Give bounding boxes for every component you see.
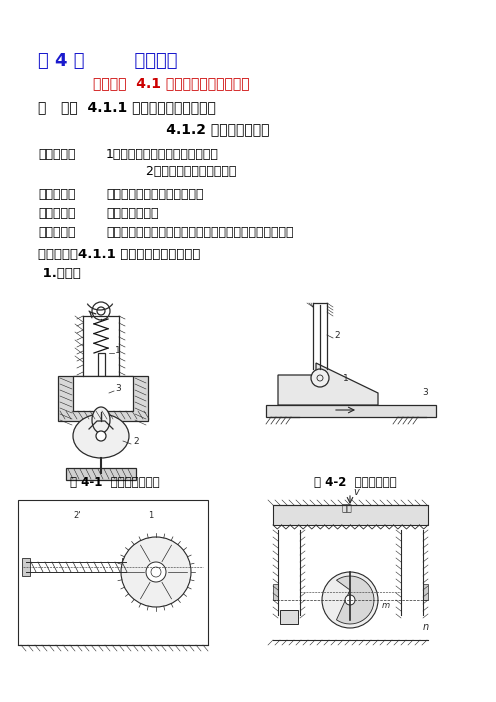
Text: 刀架: 刀架 — [342, 504, 353, 513]
Text: 图 4-2  冲床送料机构: 图 4-2 冲床送料机构 — [313, 476, 396, 489]
Text: 2: 2 — [133, 437, 138, 446]
Text: 教学重点：: 教学重点： — [38, 188, 75, 201]
Text: 1: 1 — [115, 346, 121, 355]
Text: 1．熏悬凸轮机构的应用和特点，: 1．熏悬凸轮机构的应用和特点， — [106, 148, 219, 161]
Text: 凸轮机构的应用和特点及类型: 凸轮机构的应用和特点及类型 — [106, 188, 203, 201]
Bar — [273, 584, 278, 600]
Bar — [73, 376, 133, 411]
Bar — [98, 353, 105, 419]
Polygon shape — [336, 576, 374, 624]
Bar — [273, 505, 428, 525]
Circle shape — [322, 572, 378, 628]
Text: 图 4-1  内燃机配气机构: 图 4-1 内燃机配气机构 — [70, 476, 160, 489]
Text: 凸轮机构的应用: 凸轮机构的应用 — [106, 207, 159, 220]
Bar — [423, 584, 428, 600]
Text: 利用动画演示机构运动，工程应用案例展示其应用场合。: 利用动画演示机构运动，工程应用案例展示其应用场合。 — [106, 226, 294, 239]
Bar — [122, 558, 130, 576]
Bar — [266, 405, 436, 417]
Circle shape — [146, 562, 166, 582]
Text: 1: 1 — [343, 374, 349, 383]
Text: 1: 1 — [148, 511, 153, 520]
Text: 课   题：  4.1.1 凸轮机构的应用和组成: 课 题： 4.1.1 凸轮机构的应用和组成 — [38, 100, 216, 114]
Bar — [58, 376, 148, 421]
Text: 教学方法：: 教学方法： — [38, 226, 75, 239]
Text: 教学内容：4.1.1 凸轮机构的应用和组成: 教学内容：4.1.1 凸轮机构的应用和组成 — [38, 248, 200, 261]
Polygon shape — [278, 363, 378, 405]
Bar — [22, 558, 30, 576]
Bar — [280, 610, 298, 624]
Text: 2: 2 — [334, 331, 340, 340]
Text: 3: 3 — [422, 388, 428, 397]
Circle shape — [121, 537, 191, 607]
Text: 1.应用：: 1.应用： — [38, 267, 81, 280]
Circle shape — [345, 595, 355, 605]
Text: m: m — [382, 601, 390, 610]
Text: 3: 3 — [115, 384, 121, 393]
Ellipse shape — [73, 414, 129, 458]
Bar — [66, 468, 136, 480]
Text: 4.1.2 凸轮机构的分类: 4.1.2 凸轮机构的分类 — [98, 122, 269, 136]
Text: n: n — [423, 622, 429, 632]
Text: 教学难点：: 教学难点： — [38, 207, 75, 220]
Text: v: v — [353, 487, 359, 497]
Text: 第 4 章        凸轮机构: 第 4 章 凸轮机构 — [38, 52, 178, 70]
Circle shape — [96, 431, 106, 441]
Text: 2．掌握凸轮机构的类型，: 2．掌握凸轮机构的类型， — [106, 165, 237, 178]
Circle shape — [311, 369, 329, 387]
Ellipse shape — [92, 407, 110, 433]
Bar — [18, 500, 208, 645]
Text: 第一讲：  4.1 凸轮机构的类型及应用: 第一讲： 4.1 凸轮机构的类型及应用 — [93, 76, 249, 90]
Text: 2': 2' — [73, 511, 80, 520]
Text: 教学目标：: 教学目标： — [38, 148, 75, 161]
